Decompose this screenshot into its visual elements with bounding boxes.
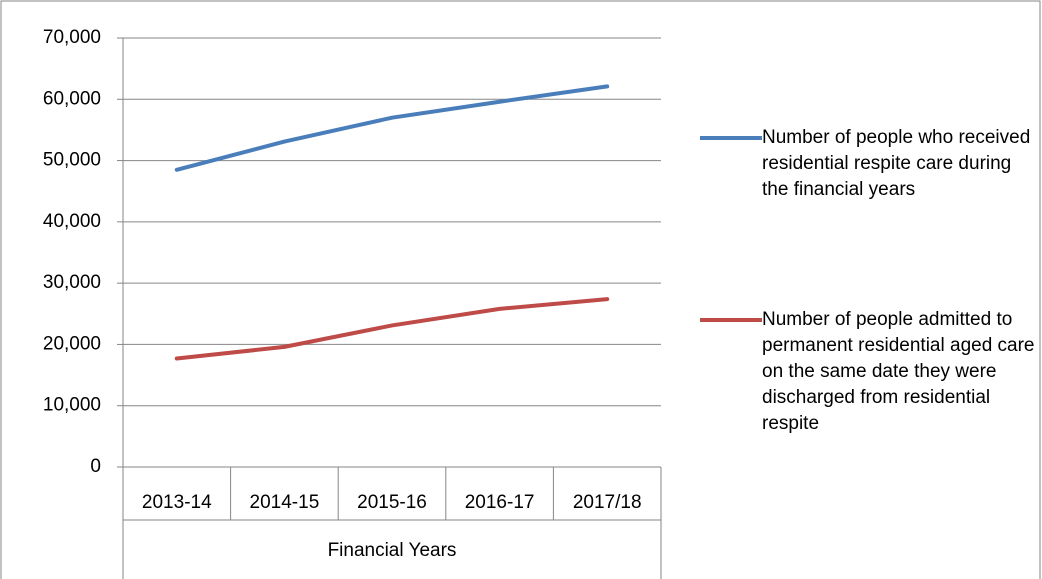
x-tick-label: 2014-15 [250, 492, 320, 513]
y-tick-label: 0 [90, 456, 101, 477]
series-line [174, 84, 610, 172]
x-tick-label: 2013-14 [142, 492, 212, 513]
y-tick-label: 10,000 [43, 395, 101, 416]
x-tick-label: 2016-17 [465, 492, 535, 513]
y-tick-label: 50,000 [43, 150, 101, 171]
y-tick-label: 70,000 [43, 27, 101, 48]
legend-label: Number of people who received residentia… [762, 127, 1031, 200]
legend-label: Number of people admitted to permanent r… [762, 309, 1035, 434]
y-tick-label: 30,000 [43, 272, 101, 293]
x-tick-label: 2017/18 [573, 492, 642, 513]
y-tick-label: 40,000 [43, 211, 101, 232]
x-tick-label: 2015-16 [357, 492, 427, 513]
series-line [174, 297, 610, 361]
y-tick-label: 60,000 [43, 88, 101, 109]
x-axis-title: Financial Years [328, 540, 457, 561]
y-tick-label: 20,000 [43, 333, 101, 354]
